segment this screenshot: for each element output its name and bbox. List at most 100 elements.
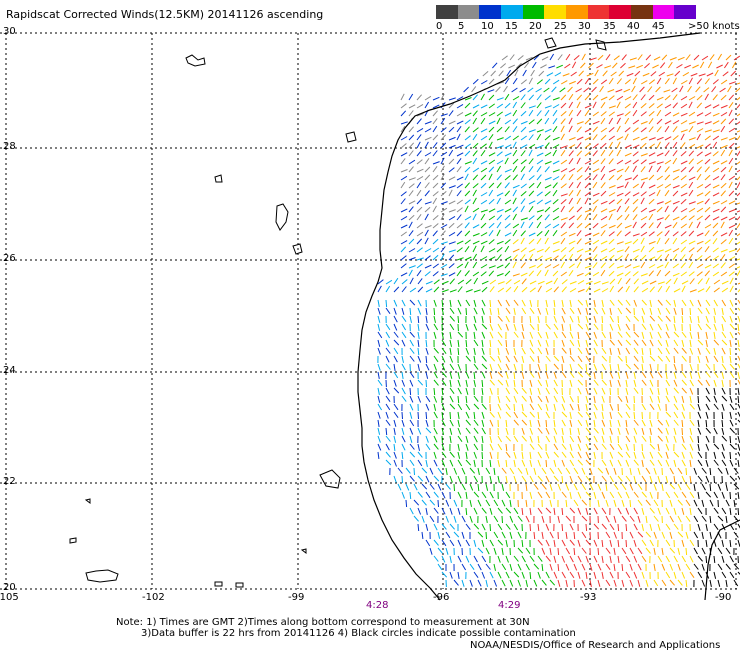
wind-barb [566,548,570,554]
wind-barb [394,436,396,443]
wind-barb [482,492,486,498]
wind-barb [434,508,438,514]
wind-barb [681,209,687,213]
wind-barb [713,142,717,148]
wind-barb [722,508,726,514]
wind-barb [537,130,544,132]
wind-barb [593,95,598,100]
wind-barb [506,364,509,370]
wind-barb [665,190,669,196]
wind-barb [409,230,413,236]
wind-barb [690,492,694,498]
wind-barb [449,223,454,228]
longitude-label: -93 [580,592,596,603]
wind-barb [473,254,477,260]
wind-barb [513,110,517,116]
wind-barb [449,250,456,252]
wind-barb [481,233,487,236]
wind-barb [426,348,428,355]
wind-barb [658,348,662,354]
wind-barb [417,160,422,164]
wind-barb [434,316,436,323]
wind-barb [601,201,607,204]
wind-barb [426,420,428,427]
wind-barb [718,54,722,60]
wind-barb [681,96,687,100]
wind-barb [618,348,620,355]
wind-barb [474,444,478,450]
wind-barb [662,580,666,586]
wind-barb [650,420,652,427]
wind-barb [681,232,686,237]
wind-barb [560,88,566,92]
wind-barb [529,166,533,172]
wind-barb [641,223,646,228]
wind-barb [466,290,473,293]
wind-barb [498,380,503,385]
wind-barb [593,254,597,260]
wind-barb [594,428,599,433]
wind-barb [730,476,735,481]
wind-barb [721,150,725,156]
wind-barb [513,136,519,140]
wind-barb [601,174,605,180]
wind-barb [609,200,615,204]
wind-barb [410,372,414,378]
wind-barb [513,274,520,276]
wind-barb [522,396,527,401]
wind-barb [514,332,518,338]
wind-barb [714,524,718,530]
wind-barb [726,580,727,587]
wind-barb [538,476,543,481]
wind-barb [401,273,407,276]
wind-barb [689,262,693,268]
wind-barb [657,119,662,124]
wind-barb [642,492,647,497]
wind-barb [666,436,668,443]
wind-barb [678,57,685,60]
wind-barb [657,190,660,196]
wind-barb [729,110,732,116]
wind-barb [450,476,452,483]
wind-barb [713,136,719,140]
wind-barb [697,167,702,172]
wind-barb [650,428,651,435]
wind-barb [578,460,583,465]
wind-barb [650,380,653,386]
wind-barb [522,300,525,306]
wind-barb [724,62,728,68]
wind-barb [430,516,434,522]
wind-barb [401,232,407,236]
wind-barb [433,248,439,252]
wind-barb [625,182,628,188]
wind-barb [714,556,715,563]
wind-barb [697,247,702,252]
wind-barb [634,340,638,346]
wind-barb [537,215,542,220]
wind-barb [657,232,662,236]
wind-barb [689,254,693,260]
wind-barb [506,348,509,355]
wind-barb [649,95,654,100]
wind-barb [402,420,404,427]
wind-barb [626,340,631,345]
wind-barb [606,580,610,586]
wind-barb [690,348,693,355]
wind-barb [662,55,667,60]
wind-barb [569,270,573,276]
wind-barb [473,241,479,244]
wind-barb [602,282,609,284]
wind-barb [553,242,560,245]
wind-barb [490,286,494,292]
wind-barb [430,468,433,474]
wind-barb [611,72,617,76]
wind-barb [513,230,517,236]
wind-barb [722,460,726,466]
wind-barb [690,388,693,395]
wind-barb [418,332,419,339]
wind-barb [602,332,606,338]
wind-barb [450,380,451,387]
wind-barb [730,340,731,347]
wind-barb [622,580,624,587]
